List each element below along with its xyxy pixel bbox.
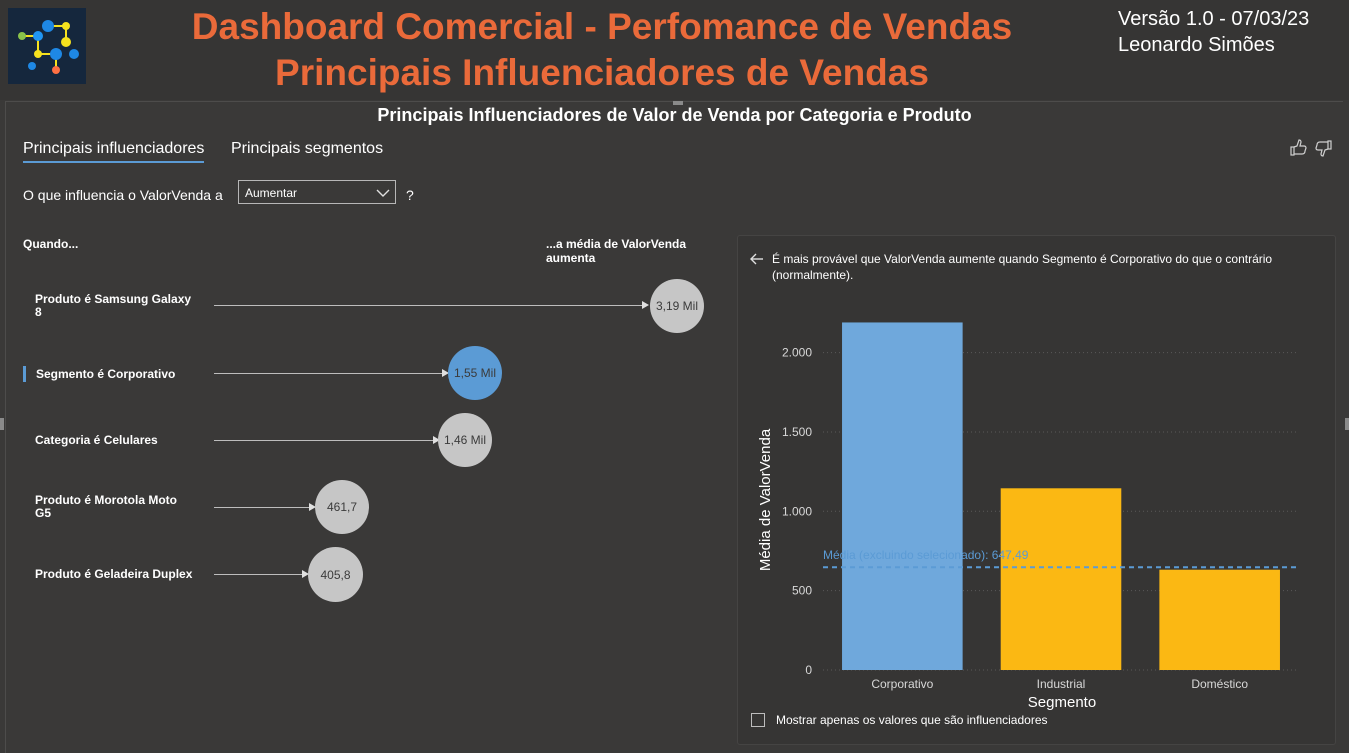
influencer-label[interactable]: Categoria é Celulares <box>35 433 158 447</box>
y-tick-label: 2.000 <box>782 346 812 360</box>
influencer-bubble[interactable]: 461,7 <box>315 480 369 534</box>
x-tick-label: Doméstico <box>1191 677 1248 691</box>
question-label: O que influencia o ValorVenda a <box>23 187 223 203</box>
help-question-mark[interactable]: ? <box>406 187 414 203</box>
influencer-line <box>214 440 433 441</box>
version-label: Versão 1.0 - 07/03/23 <box>1118 8 1310 30</box>
bar-doméstico <box>1159 569 1280 670</box>
author-label: Leonardo Simões <box>1118 34 1275 56</box>
y-tick-label: 500 <box>792 584 812 598</box>
influencer-line <box>214 373 442 374</box>
column-header-when: Quando... <box>23 237 79 251</box>
influencer-label[interactable]: Produto é Geladeira Duplex <box>35 567 193 581</box>
selected-marker <box>23 366 26 382</box>
thumbs-down-icon[interactable] <box>1313 138 1335 160</box>
show-influencers-only-checkbox[interactable] <box>751 713 765 727</box>
y-tick-label: 1.500 <box>782 425 812 439</box>
influencer-bubble[interactable]: 405,8 <box>308 547 363 602</box>
influencer-label[interactable]: Produto é Samsung Galaxy 8 <box>35 292 192 319</box>
arrow-right-icon <box>302 570 309 578</box>
y-axis-title: Média de ValorVenda <box>757 428 774 571</box>
tab-key-influencers[interactable]: Principais influenciadores <box>23 139 205 163</box>
header-bar <box>0 0 1349 100</box>
logo <box>8 8 86 84</box>
version-info: Versão 1.0 - 07/03/23 Leonardo Simões <box>1118 6 1309 58</box>
dashboard-title: Dashboard Comercial - Perfomance de Vend… <box>191 6 1013 47</box>
increase-decrease-dropdown[interactable]: Aumentar <box>238 180 396 204</box>
resize-handle-left[interactable] <box>0 418 4 430</box>
influencer-line <box>214 507 309 508</box>
dashboard-subtitle: Principais Influenciadores de Vendas <box>275 52 929 93</box>
influencer-label[interactable]: Produto é Morotola Moto G5 <box>35 493 177 520</box>
y-tick-label: 0 <box>805 663 812 677</box>
arrow-right-icon <box>642 301 649 309</box>
arrow-right-icon <box>442 369 449 377</box>
influencer-bubble-selected[interactable]: 1,55 Mil <box>448 346 502 400</box>
influencer-line <box>214 574 302 575</box>
arrow-right-icon <box>433 436 440 444</box>
column-header-average: ...a média de ValorVenda aumenta <box>546 237 687 265</box>
influencer-label[interactable]: Segmento é Corporativo <box>36 367 176 381</box>
thumbs-up-icon[interactable] <box>1289 138 1311 160</box>
influencer-bubble[interactable]: 1,46 Mil <box>438 413 492 467</box>
influencer-bubble[interactable]: 3,19 Mil <box>650 279 704 333</box>
segment-bar-chart: 0 500 1.000 1.500 2.000 Corporativo Industrial… <box>757 322 1299 711</box>
x-tick-label: Industrial <box>1037 677 1086 691</box>
tab-top-segments[interactable]: Principais segmentos <box>231 140 384 157</box>
reference-line-label: Média (excluindo selecionado): 647,49 <box>823 548 1029 562</box>
y-tick-label: 1.000 <box>782 504 812 518</box>
detail-explanation: É mais provável que ValorVenda aumente q… <box>772 252 1273 282</box>
visual-title: Principais Influenciadores de Valor de V… <box>377 105 972 125</box>
resize-handle-right[interactable] <box>1345 418 1349 430</box>
arrow-right-icon <box>309 503 316 511</box>
checkbox-label: Mostrar apenas os valores que são influe… <box>776 713 1048 727</box>
back-arrow-icon[interactable] <box>749 252 765 266</box>
chevron-down-icon <box>376 189 390 197</box>
bar-industrial <box>1000 488 1122 670</box>
x-tick-label: Corporativo <box>871 677 933 691</box>
influencer-line <box>214 305 642 306</box>
x-axis-title: Segmento <box>1028 694 1096 711</box>
resize-handle-top[interactable] <box>673 101 683 105</box>
dropdown-value: Aumentar <box>245 186 298 200</box>
bar-corporativo <box>842 322 963 670</box>
